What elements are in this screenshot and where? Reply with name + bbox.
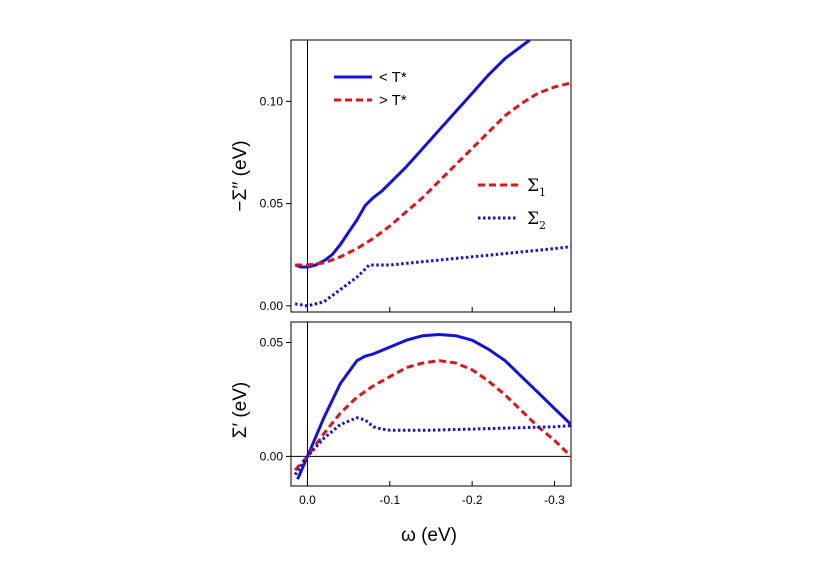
top-panel: 0.00 0.05 0.10 −Σ′′ (eV) < T* > T* Σ 1 Σ 2 [230, 39, 572, 313]
top-ytick-label: 0.00 [260, 299, 284, 313]
legend-temperature: < T* > T* [334, 69, 407, 109]
bot-series-line-0 [296, 333, 571, 480]
top-series-line-2 [294, 245, 571, 308]
x-axis-label: ω (eV) [401, 525, 457, 546]
legend-sigma: Σ 1 Σ 2 [478, 176, 546, 232]
bottom-y-axis-label: Σ′ (eV) [230, 382, 251, 438]
top-ytick-label: 0.10 [260, 94, 284, 108]
bottom-x-ticks: 0.0 -0.1 -0.2 -0.3 [299, 481, 565, 507]
bot-series-line-1 [293, 359, 571, 472]
legend-above-tstar-label: > T* [379, 92, 407, 109]
bottom-plot-frame [290, 321, 572, 487]
top-series-group [294, 40, 571, 308]
top-plot-frame [290, 39, 572, 313]
legend-below-tstar-label: < T* [379, 69, 407, 86]
top-y-ticks: 0.00 0.05 0.10 [260, 94, 291, 313]
bot-series-line-2 [293, 416, 571, 476]
bottom-panel: 0.00 0.05 0.0 -0.1 -0.2 -0.3 Σ′ (eV) ω (eV) [230, 321, 572, 546]
bot-xtick-label: -0.2 [462, 493, 483, 507]
legend-sigma2-subscript: 2 [539, 219, 546, 232]
top-ytick-label: 0.05 [260, 197, 284, 211]
bot-xtick-label: 0.0 [299, 493, 316, 507]
bot-xtick-label: -0.3 [544, 493, 565, 507]
bot-ytick-label: 0.05 [260, 336, 284, 350]
top-y-axis-label: −Σ′′ (eV) [230, 140, 251, 211]
top-series-line-1 [295, 81, 571, 267]
top-x-ticks [306, 307, 556, 312]
legend-sigma1-subscript: 1 [539, 186, 546, 199]
bottom-y-ticks: 0.00 0.05 [260, 336, 291, 463]
bot-xtick-label: -0.1 [379, 493, 400, 507]
bot-ytick-label: 0.00 [260, 449, 284, 463]
legend-sigma2-symbol: Σ [527, 209, 539, 229]
bottom-series-group [293, 333, 571, 480]
legend-sigma1-symbol: Σ [527, 176, 539, 196]
top-series-line-0 [294, 40, 531, 269]
